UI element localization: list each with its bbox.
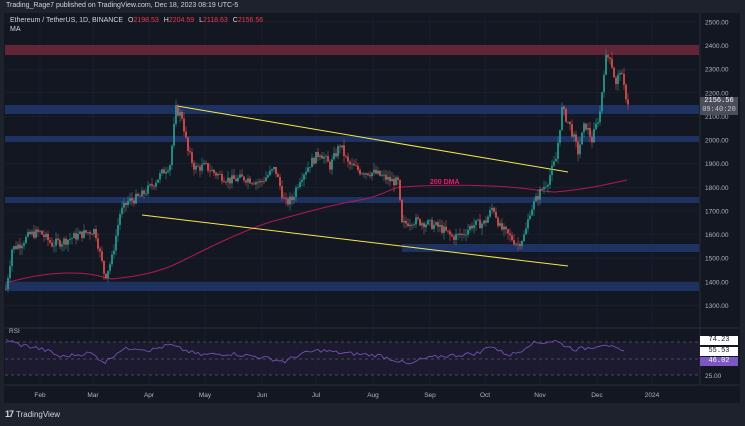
time-tick: Sep (424, 392, 436, 399)
price-tick: 1600.00 (705, 232, 729, 239)
channel-lower-line[interactable] (141, 214, 569, 267)
price-tick: 1400.00 (705, 279, 729, 286)
high-value: 2204.59 (168, 17, 195, 24)
candlestick-series (5, 49, 629, 293)
low-label: L (199, 17, 203, 24)
dma-label: 200 DMA (430, 179, 460, 186)
open-label: O (128, 17, 134, 24)
rsi-middle-tag: 55.53 (700, 347, 738, 356)
support-zone-2150 (5, 105, 699, 114)
support-zone-2000 (5, 136, 699, 142)
time-tick: Aug (367, 392, 379, 399)
time-tick: Dec (591, 392, 603, 399)
support-zone-1400 (5, 282, 699, 291)
price-axis[interactable]: 2500.00 2400.00 2300.00 2200.00 2100.00 2000.… (705, 20, 729, 310)
low-value: 2118.63 (203, 17, 228, 24)
rsi-upper-tag: 74.23 (700, 336, 738, 345)
rsi-tick-25: 25.00 (705, 373, 722, 380)
footer-brand[interactable]: 17 TradingView (5, 409, 60, 419)
tradingview-logo-icon: 17 (5, 409, 14, 419)
close-label: C (232, 17, 238, 24)
price-tick: 2400.00 (705, 43, 729, 50)
rsi-current-tag: 46.02 (700, 357, 738, 366)
time-tick: Oct (480, 392, 490, 399)
price-tick: 1700.00 (705, 208, 729, 215)
price-tick: 2300.00 (705, 67, 729, 74)
current-price: 2156.56 (704, 97, 734, 105)
publish-line: Trading_Rage7 published on TradingView.c… (6, 2, 239, 9)
price-tick: 2100.00 (705, 114, 729, 121)
price-tick: 1500.00 (705, 256, 729, 263)
time-tick: Apr (144, 392, 155, 399)
ma-indicator-label[interactable]: MA (10, 26, 21, 33)
channel-upper-line[interactable] (176, 105, 569, 173)
price-tick: 1900.00 (705, 161, 729, 168)
close-value: 2156.56 (237, 17, 264, 24)
rsi-line (5, 338, 625, 365)
rsi-pane: RSI (5, 328, 699, 376)
dma-200-line (5, 179, 628, 284)
time-axis[interactable]: Feb Mar Apr May Jun Jul Aug Sep Oct Nov Dec 2024 (34, 392, 659, 399)
current-price-tag: 2156.56 09:40:20 (700, 97, 738, 115)
price-tick: 2500.00 (705, 20, 729, 27)
brand-name: TradingView (16, 409, 61, 419)
price-tick: 1300.00 (705, 303, 729, 310)
time-tick: 2024 (645, 392, 660, 399)
time-tick: Jul (312, 392, 321, 399)
time-tick: Feb (34, 392, 46, 399)
resistance-zone (5, 45, 699, 55)
symbol-legend: Ethereum / TetherUS, 1D, BINANCE O2198.5… (10, 17, 263, 33)
time-tick: Mar (87, 392, 99, 399)
price-tick: 1800.00 (705, 185, 729, 192)
time-tick: May (199, 392, 212, 399)
high-label: H (163, 17, 169, 24)
symbol-name[interactable]: Ethereum / TetherUS, 1D, BINANCE (10, 17, 124, 24)
time-tick: Jun (257, 392, 268, 399)
support-zone-1560 (402, 244, 699, 252)
open-value: 2198.53 (133, 17, 159, 24)
price-tick: 2000.00 (705, 138, 729, 145)
support-zone-1750 (5, 197, 699, 203)
bar-countdown: 09:40:20 (702, 106, 736, 114)
price-tick: 2200.00 (705, 90, 729, 97)
time-tick: Nov (534, 392, 546, 399)
price-zones (5, 45, 699, 291)
publish-header: Trading_Rage7 published on TradingView.c… (0, 0, 745, 12)
rsi-label: RSI (9, 328, 20, 335)
